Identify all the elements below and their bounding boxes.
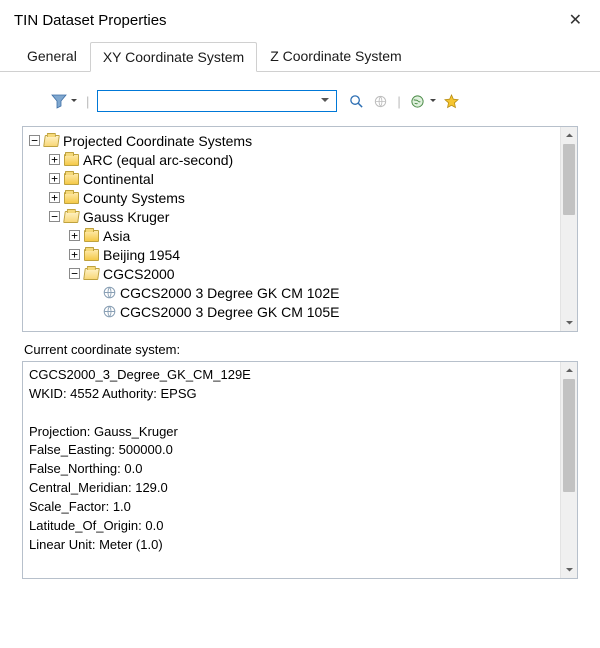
tree-node-root[interactable]: − Projected Coordinate Systems [25,131,560,150]
crs-icon [103,286,116,299]
properties-dialog: TIN Dataset Properties ✕ General XY Coor… [0,0,600,648]
tree-node-label: Projected Coordinate Systems [63,133,252,149]
search-dropdown-icon[interactable] [318,95,332,108]
current-crs-details[interactable]: CGCS2000_3_Degree_GK_CM_129E WKID: 4552 … [23,362,560,578]
folder-closed-icon [84,249,99,261]
tree-node-label: Beijing 1954 [103,247,180,263]
tree-node[interactable]: − CGCS2000 [25,264,560,283]
folder-closed-icon [64,173,79,185]
tree-leaf-crs[interactable]: CGCS2000 3 Degree GK CM 102E [25,283,560,302]
crs-name: CGCS2000_3_Degree_GK_CM_129E [29,367,251,382]
tab-general[interactable]: General [14,41,90,71]
expand-icon[interactable]: + [49,154,60,165]
tree-node[interactable]: + Beijing 1954 [25,245,560,264]
tab-xy-coordinate-system[interactable]: XY Coordinate System [90,42,257,72]
tree-node[interactable]: + Asia [25,226,560,245]
scroll-down-icon[interactable] [561,314,578,331]
toolbar: | | [22,90,578,112]
search-input[interactable] [102,93,318,110]
tree-node[interactable]: + County Systems [25,188,560,207]
tree-node-label: CGCS2000 3 Degree GK CM 102E [120,285,339,301]
coordinate-system-tree-container: − Projected Coordinate Systems + ARC (eq… [22,126,578,332]
tree-scrollbar[interactable] [560,127,577,331]
globe-icon[interactable] [409,92,427,110]
tree-node-label: CGCS2000 [103,266,175,282]
crs-icon [103,305,116,318]
tree-node-label: Continental [83,171,154,187]
globe-dropdown-icon[interactable] [429,92,437,110]
folder-open-icon [63,211,80,223]
scroll-down-icon[interactable] [561,561,578,578]
crs-scale-factor: Scale_Factor: 1.0 [29,499,131,514]
window-title: TIN Dataset Properties [14,12,167,29]
expand-icon[interactable]: + [69,249,80,260]
current-crs-details-container: CGCS2000_3_Degree_GK_CM_129E WKID: 4552 … [22,361,578,579]
scrollbar-thumb[interactable] [563,379,575,492]
search-input-container [97,90,337,112]
tab-strip: General XY Coordinate System Z Coordinat… [0,42,600,72]
tree-node-label: ARC (equal arc-second) [83,152,233,168]
tree-leaf-crs[interactable]: CGCS2000 3 Degree GK CM 105E [25,302,560,321]
tree-node-label: County Systems [83,190,185,206]
folder-closed-icon [84,230,99,242]
crs-false-northing: False_Northing: 0.0 [29,461,142,476]
toolbar-separator: | [86,94,89,109]
collapse-icon[interactable]: − [69,268,80,279]
collapse-icon[interactable]: − [29,135,40,146]
current-crs-label: Current coordinate system: [24,342,578,357]
tree-node[interactable]: + ARC (equal arc-second) [25,150,560,169]
folder-open-icon [83,268,100,280]
tree-node[interactable]: − Gauss Kruger [25,207,560,226]
tab-content: | | [0,72,600,648]
tree-node[interactable]: + Continental [25,169,560,188]
tree-node-label: Asia [103,228,130,244]
folder-closed-icon [64,154,79,166]
scroll-up-icon[interactable] [561,362,578,379]
crs-lat-origin: Latitude_Of_Origin: 0.0 [29,518,163,533]
scrollbar-track[interactable] [561,144,577,314]
crs-linear-unit: Linear Unit: Meter (1.0) [29,537,163,552]
titlebar: TIN Dataset Properties ✕ [0,0,600,42]
search-icon[interactable] [347,92,365,110]
toolbar-separator-2: | [397,94,400,109]
scrollbar-track[interactable] [561,379,577,561]
tree-node-label: CGCS2000 3 Degree GK CM 105E [120,304,339,320]
expand-icon[interactable]: + [49,192,60,203]
crs-wkid: WKID: 4552 Authority: EPSG [29,386,197,401]
filter-icon[interactable] [50,92,68,110]
favorite-star-icon[interactable] [443,92,461,110]
crs-false-easting: False_Easting: 500000.0 [29,442,173,457]
folder-open-icon [43,135,60,147]
crs-projection: Projection: Gauss_Kruger [29,424,178,439]
folder-closed-icon [64,192,79,204]
locate-crs-icon[interactable] [371,92,389,110]
close-icon[interactable]: ✕ [563,8,588,32]
expand-icon[interactable]: + [49,173,60,184]
tab-z-coordinate-system[interactable]: Z Coordinate System [257,41,415,71]
scrollbar-thumb[interactable] [563,144,575,215]
expand-icon[interactable]: + [69,230,80,241]
tree-node-label: Gauss Kruger [83,209,169,225]
coordinate-system-tree[interactable]: − Projected Coordinate Systems + ARC (eq… [23,127,560,331]
collapse-icon[interactable]: − [49,211,60,222]
filter-dropdown-icon[interactable] [70,92,78,110]
scroll-up-icon[interactable] [561,127,578,144]
details-scrollbar[interactable] [560,362,577,578]
crs-central-meridian: Central_Meridian: 129.0 [29,480,168,495]
